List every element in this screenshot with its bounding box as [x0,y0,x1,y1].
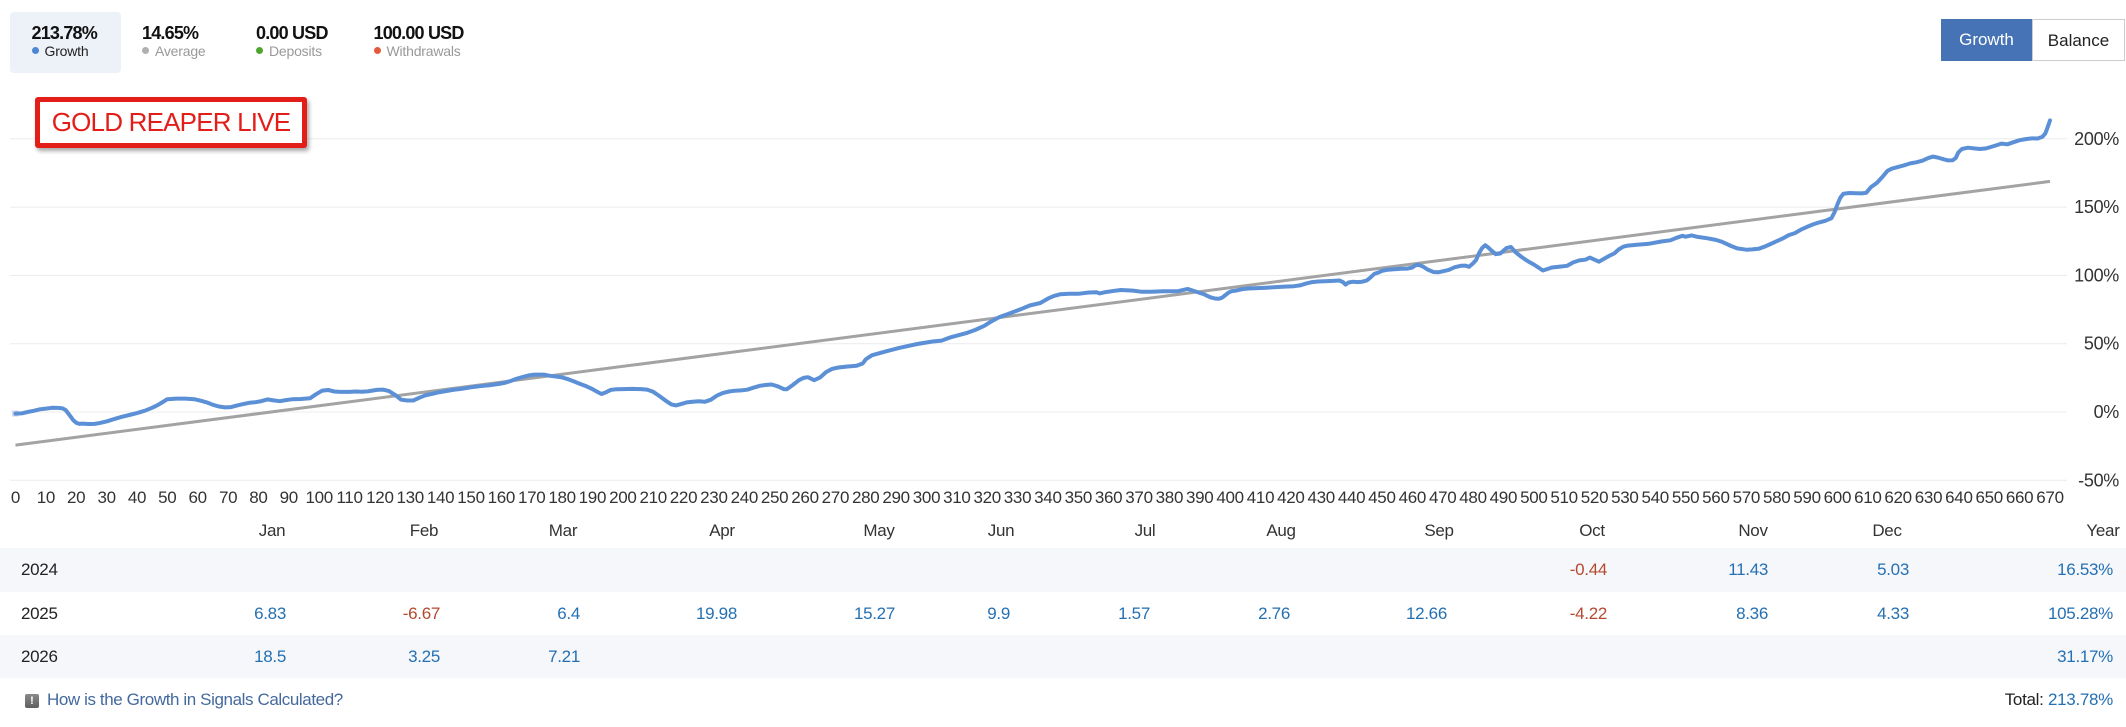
svg-text:590: 590 [1793,488,1820,507]
svg-text:490: 490 [1490,488,1517,507]
svg-text:200%: 200% [2074,129,2119,149]
svg-text:360: 360 [1095,488,1122,507]
svg-text:390: 390 [1186,488,1213,507]
svg-text:260: 260 [791,488,818,507]
svg-text:530: 530 [1611,488,1638,507]
svg-text:610: 610 [1854,488,1881,507]
svg-text:60: 60 [189,488,207,507]
svg-text:150: 150 [457,488,484,507]
svg-text:50%: 50% [2084,334,2119,354]
svg-text:320: 320 [973,488,1000,507]
svg-text:280: 280 [852,488,879,507]
svg-text:380: 380 [1156,488,1183,507]
svg-text:160: 160 [488,488,515,507]
svg-text:0%: 0% [2094,402,2120,422]
svg-text:180: 180 [548,488,575,507]
svg-text:480: 480 [1459,488,1486,507]
svg-text:500: 500 [1520,488,1547,507]
svg-text:120: 120 [366,488,393,507]
svg-text:330: 330 [1004,488,1031,507]
svg-text:200: 200 [609,488,636,507]
svg-text:100: 100 [305,488,332,507]
svg-text:10: 10 [37,488,55,507]
svg-text:80: 80 [249,488,267,507]
svg-text:520: 520 [1581,488,1608,507]
svg-text:350: 350 [1065,488,1092,507]
svg-text:130: 130 [396,488,423,507]
svg-text:310: 310 [943,488,970,507]
svg-text:510: 510 [1550,488,1577,507]
svg-text:630: 630 [1915,488,1942,507]
svg-text:670: 670 [2036,488,2063,507]
svg-text:220: 220 [670,488,697,507]
svg-text:30: 30 [97,488,115,507]
svg-text:600: 600 [1824,488,1851,507]
svg-text:50: 50 [158,488,176,507]
svg-text:170: 170 [518,488,545,507]
svg-text:140: 140 [427,488,454,507]
svg-text:440: 440 [1338,488,1365,507]
svg-text:190: 190 [579,488,606,507]
svg-text:90: 90 [280,488,298,507]
svg-text:150%: 150% [2074,197,2119,217]
svg-text:-50%: -50% [2078,470,2119,490]
svg-text:100%: 100% [2074,265,2119,285]
svg-text:0: 0 [11,488,20,507]
svg-text:210: 210 [639,488,666,507]
svg-text:290: 290 [882,488,909,507]
svg-text:400: 400 [1216,488,1243,507]
svg-text:240: 240 [731,488,758,507]
svg-text:370: 370 [1125,488,1152,507]
svg-text:40: 40 [128,488,146,507]
svg-text:250: 250 [761,488,788,507]
svg-text:570: 570 [1733,488,1760,507]
svg-text:70: 70 [219,488,237,507]
svg-text:270: 270 [822,488,849,507]
svg-text:230: 230 [700,488,727,507]
svg-text:540: 540 [1641,488,1668,507]
svg-text:340: 340 [1034,488,1061,507]
svg-text:430: 430 [1307,488,1334,507]
svg-text:650: 650 [1975,488,2002,507]
svg-text:640: 640 [1945,488,1972,507]
svg-text:20: 20 [67,488,85,507]
svg-text:620: 620 [1884,488,1911,507]
svg-text:470: 470 [1429,488,1456,507]
svg-text:420: 420 [1277,488,1304,507]
svg-text:550: 550 [1672,488,1699,507]
svg-text:560: 560 [1702,488,1729,507]
svg-text:410: 410 [1247,488,1274,507]
svg-text:110: 110 [336,488,362,507]
svg-text:300: 300 [913,488,940,507]
svg-text:460: 460 [1399,488,1426,507]
svg-text:660: 660 [2006,488,2033,507]
svg-text:580: 580 [1763,488,1790,507]
svg-text:450: 450 [1368,488,1395,507]
